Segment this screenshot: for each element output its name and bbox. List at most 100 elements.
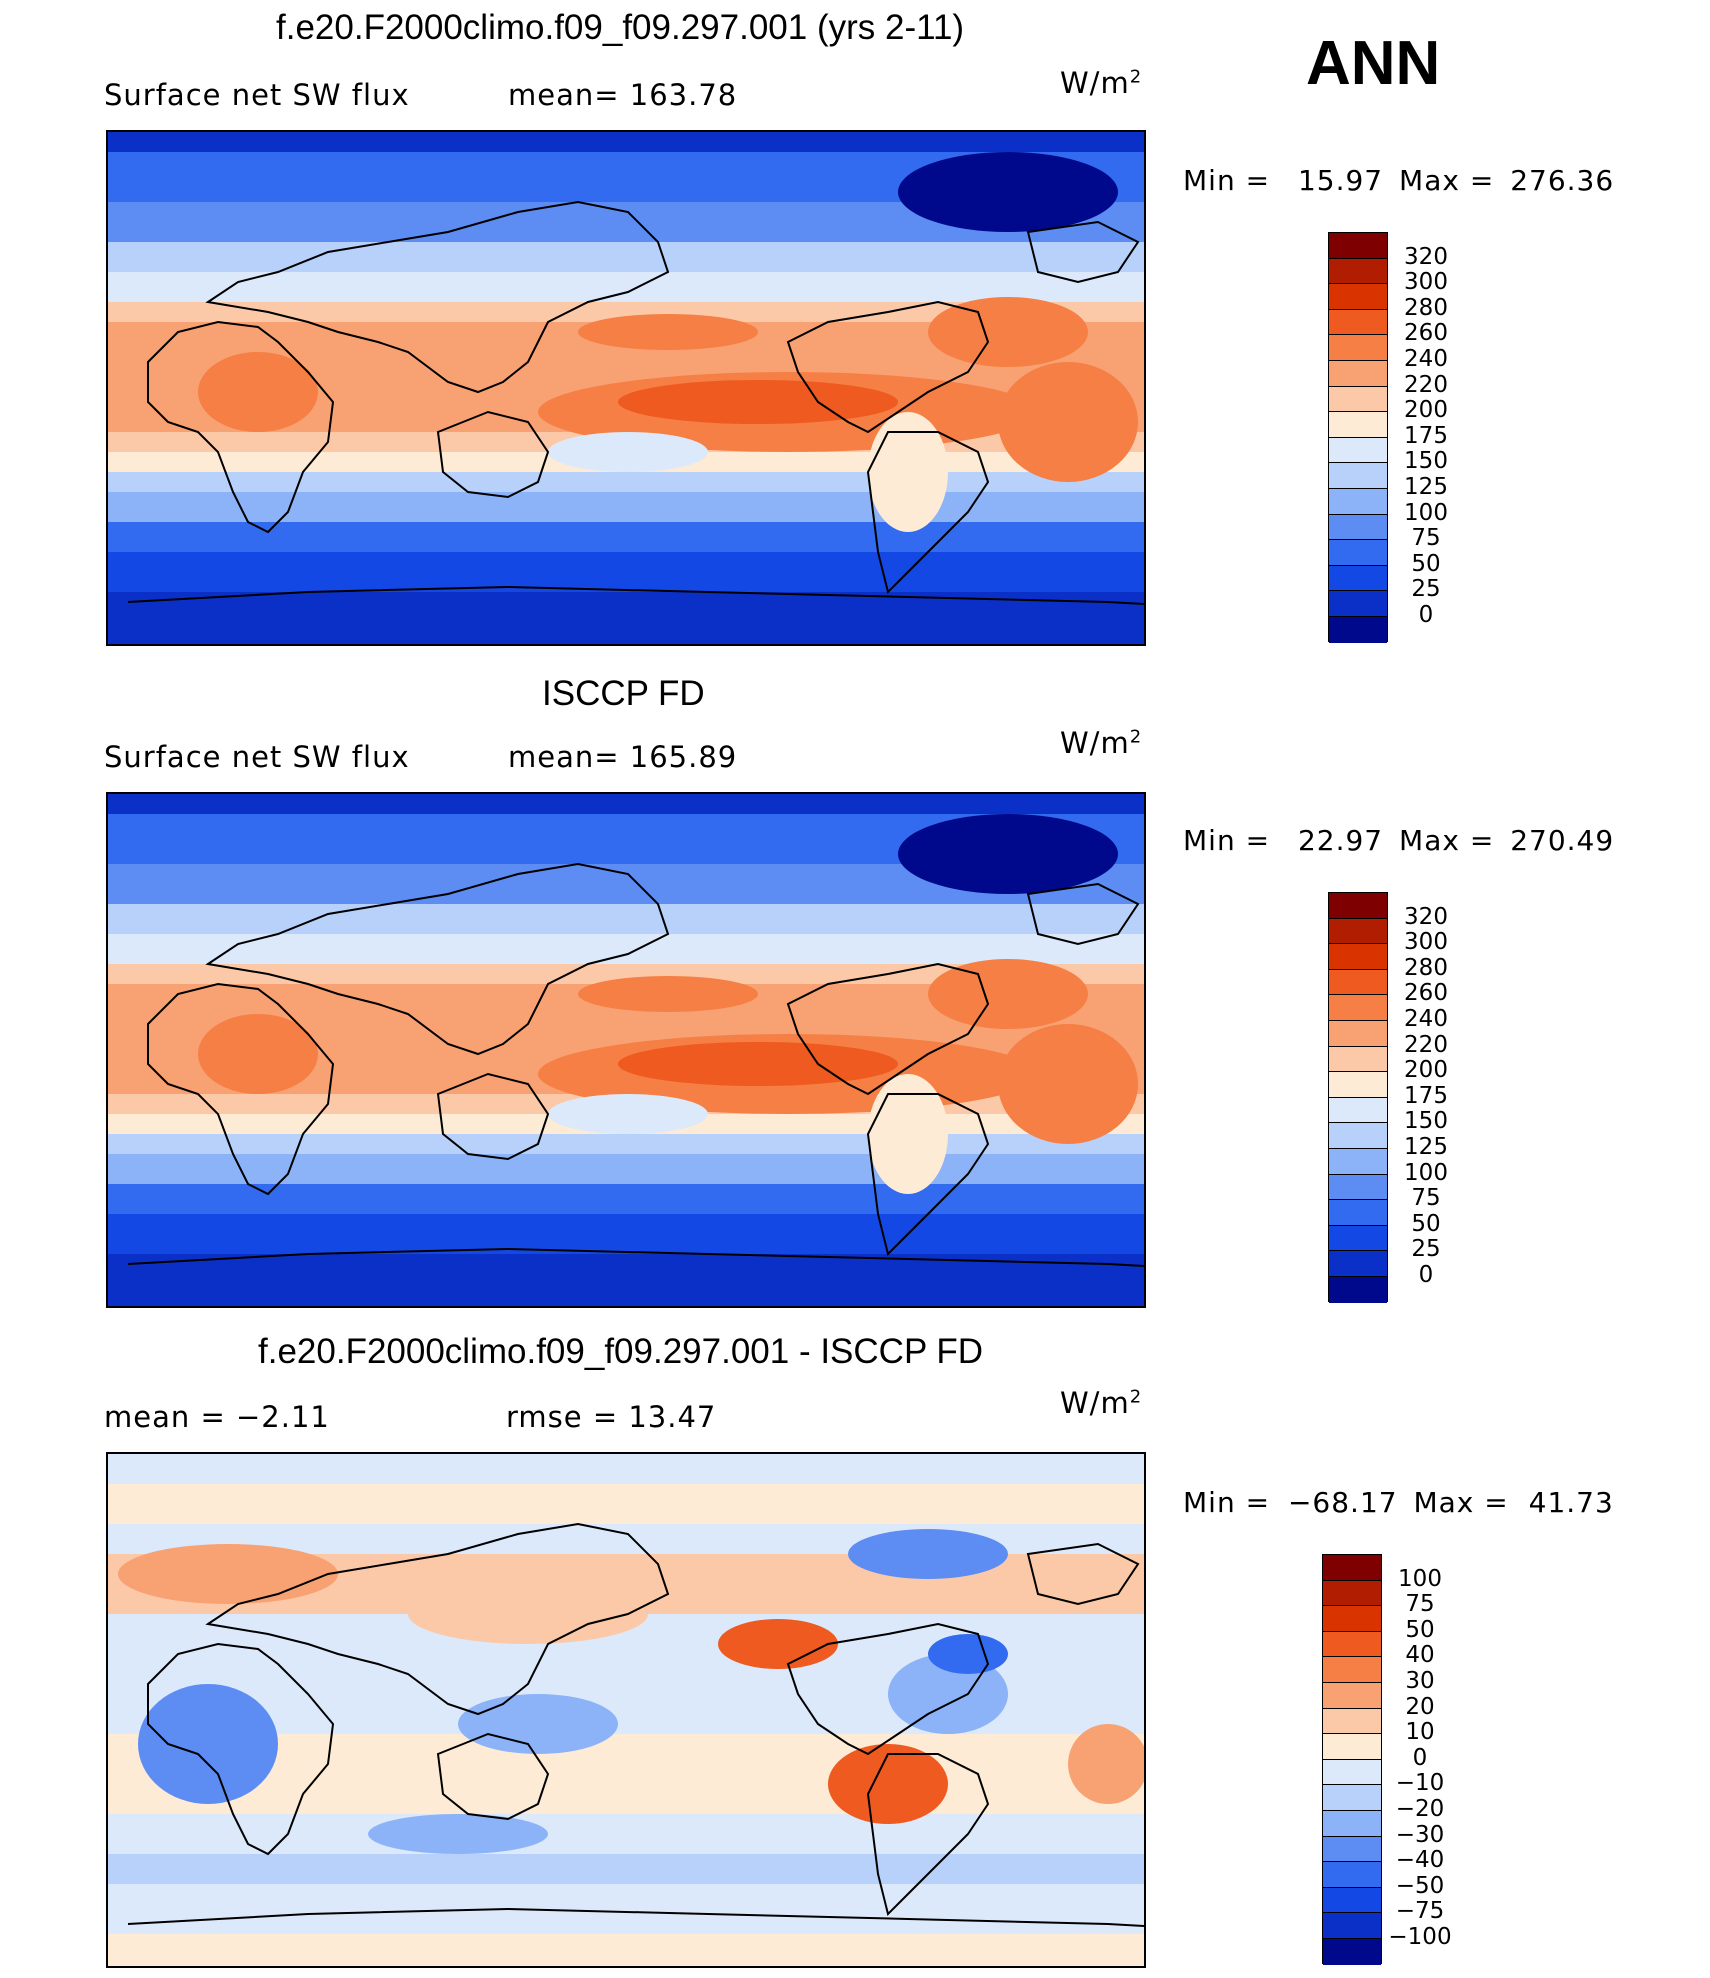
colorbar-swatch [1329, 1200, 1387, 1226]
colorbar-swatch [1323, 1657, 1381, 1683]
colorbar-swatch [1329, 1072, 1387, 1098]
map-color-patch [928, 959, 1088, 1029]
colorbar-swatch [1329, 918, 1387, 945]
panel-1-title: f.e20.F2000climo.f09_f09.297.001 (yrs 2-… [276, 8, 965, 47]
panel-3-max-label: Max = [1413, 1486, 1509, 1519]
panel-3-map-svg [108, 1454, 1144, 1966]
map-color-band [108, 492, 1144, 522]
coastline [436, 1732, 550, 1821]
map-color-patch [618, 1042, 898, 1086]
colorbar-tick-label: −75 [1395, 1898, 1445, 1925]
map-color-patch [578, 976, 758, 1012]
map-color-band [108, 522, 1144, 552]
panel-1-map-svg [108, 132, 1144, 644]
colorbar-swatch [1329, 233, 1387, 259]
panel-3-rmse: rmse = 13.47 [506, 1400, 717, 1434]
panel-1-min-label: Min = [1183, 164, 1271, 197]
colorbar-swatch [1323, 1913, 1381, 1939]
colorbar-tick-label: 150 [1404, 1108, 1448, 1135]
colorbar-swatch [1323, 1734, 1381, 1760]
map-color-patch [408, 1584, 648, 1644]
panel-2-min-label: Min = [1183, 824, 1271, 857]
map-color-patch [548, 432, 708, 472]
panel-2-max-value: 270.49 [1510, 824, 1615, 857]
coastline [786, 962, 990, 1096]
colorbar-swatch [1329, 335, 1387, 361]
colorbar-swatch [1329, 565, 1387, 592]
map-color-patch [1068, 1724, 1144, 1804]
panel-1-min-max: Min = 15.97 Max = 276.36 [1183, 164, 1614, 197]
map-color-band [108, 1154, 1144, 1184]
panel-1-mean: mean= 163.78 [508, 78, 738, 112]
map-color-patch [618, 380, 898, 424]
colorbar-tick-label: 200 [1404, 1057, 1448, 1084]
colorbar-tick-label: 10 [1405, 1719, 1435, 1746]
colorbar-swatch [1329, 944, 1387, 970]
colorbar-swatch [1329, 1225, 1387, 1252]
panel-2-max-label: Max = [1399, 824, 1495, 857]
colorbar-swatch [1329, 1174, 1387, 1201]
colorbar-swatch [1329, 360, 1387, 387]
colorbar-tick-label: 260 [1404, 980, 1448, 1007]
coastline [436, 1072, 550, 1161]
map-color-band [108, 552, 1144, 592]
coastline [147, 982, 335, 1196]
colorbar-tick-label: 75 [1411, 1185, 1441, 1212]
panel-2-min-value: 22.97 [1297, 824, 1384, 857]
colorbar-tick-label: 40 [1405, 1642, 1435, 1669]
map-color-band [108, 592, 1144, 644]
coastline [205, 862, 670, 1056]
colorbar-tick-label: 280 [1404, 294, 1448, 321]
coastline [786, 1622, 990, 1756]
colorbar-swatch [1329, 969, 1387, 996]
map-color-patch [928, 1634, 1008, 1674]
panel-3-units: W/m2 [1060, 1386, 1143, 1420]
coastline [147, 1642, 335, 1856]
colorbar-swatch [1323, 1887, 1381, 1914]
panel-2-units: W/m2 [1060, 726, 1143, 760]
map-color-band [108, 1484, 1144, 1524]
map-color-band [108, 1854, 1144, 1884]
coastline [127, 585, 1144, 605]
colorbar-tick-label: 240 [1404, 346, 1448, 372]
colorbar-swatches [1328, 892, 1388, 1303]
colorbar-tick-label: 20 [1405, 1693, 1435, 1720]
colorbar-swatch [1329, 1148, 1387, 1175]
panel-1-map [106, 130, 1146, 646]
colorbar-tick-label: 0 [1418, 602, 1434, 628]
panel-1-variable: Surface net SW flux [104, 78, 410, 112]
colorbar-tick-label: −50 [1395, 1872, 1445, 1899]
colorbar-swatch [1329, 412, 1387, 438]
panel-2-min-max: Min = 22.97 Max = 270.49 [1183, 824, 1614, 857]
colorbar-tick-label: 125 [1404, 1134, 1448, 1160]
colorbar-swatch [1323, 1836, 1381, 1863]
colorbar-swatch [1323, 1606, 1381, 1632]
colorbar-swatch [1329, 1097, 1387, 1124]
colorbar-tick-label: −10 [1395, 1770, 1445, 1797]
colorbar-tick-label: 25 [1411, 1236, 1441, 1263]
colorbar-tick-label: 50 [1405, 1616, 1435, 1643]
season-label: ANN [1306, 29, 1441, 98]
coastline [205, 1522, 670, 1716]
colorbar-swatch [1323, 1682, 1381, 1709]
panel-3-mean: mean = −2.11 [104, 1400, 330, 1434]
panel-1-min-value: 15.97 [1297, 164, 1384, 197]
coastline [127, 1907, 1144, 1927]
coastline [866, 431, 990, 594]
colorbar-swatch [1329, 616, 1387, 643]
colorbar-tick-label: 300 [1404, 269, 1448, 296]
colorbar-swatch [1323, 1862, 1381, 1888]
map-color-patch [458, 1694, 618, 1754]
map-color-patch [198, 352, 318, 432]
colorbar-swatch [1329, 514, 1387, 541]
map-color-patch [718, 1619, 838, 1669]
colorbar-tick-label: −20 [1395, 1796, 1445, 1822]
colorbar-swatch [1329, 1046, 1387, 1073]
colorbar-tick-label: −100 [1388, 1924, 1452, 1950]
colorbar-swatches [1328, 232, 1388, 643]
colorbar-swatch [1323, 1759, 1381, 1786]
colorbar-tick-label: 30 [1405, 1668, 1435, 1694]
map-color-patch [828, 1744, 948, 1824]
colorbar-swatch [1323, 1785, 1381, 1811]
map-color-patch [118, 1544, 338, 1604]
